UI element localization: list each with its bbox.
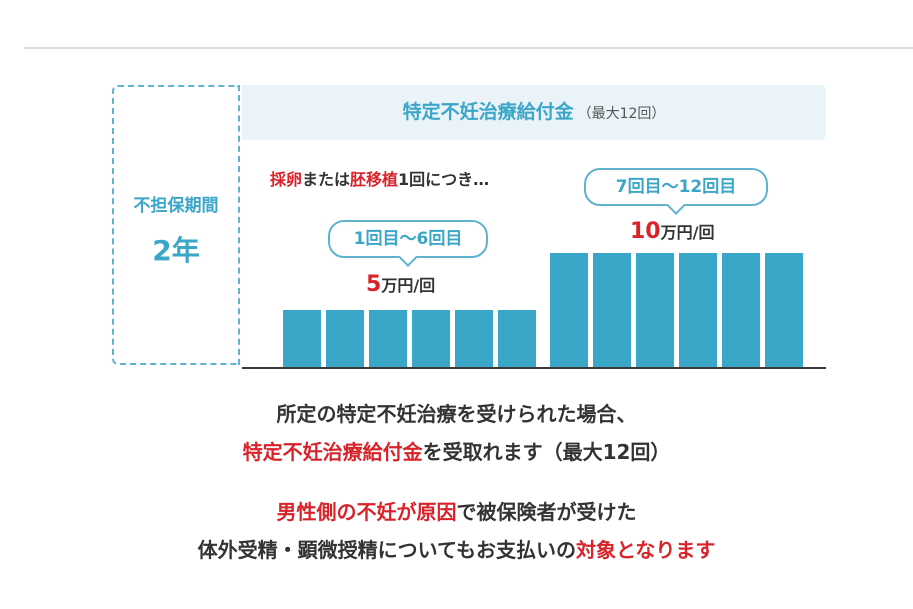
bar-payment-9	[636, 253, 674, 367]
bar-payment-12	[765, 253, 803, 367]
tier1-amount-unit: 万円/回	[381, 276, 436, 295]
tier2-amount: 10万円/回	[630, 219, 714, 244]
bar-payment-10	[679, 253, 717, 367]
tier2-amount-value: 10	[630, 219, 661, 244]
bar-payment-2	[326, 310, 364, 367]
note-egg-retrieval: 採卵	[270, 170, 303, 189]
benefit-title: 特定不妊治療給付金	[402, 101, 574, 123]
bar-payment-11	[722, 253, 760, 367]
non-coverage-period-label: 不担保期間	[133, 196, 219, 216]
caption-line-4: 体外受精・顕微授精についてもお支払いの対象となります	[0, 534, 913, 563]
tier1-amount-value: 5	[366, 272, 382, 297]
caption-male-cause: 男性側の不妊が原因	[276, 500, 457, 524]
tier2-bubble: 7回目〜12回目	[584, 168, 768, 206]
chart-baseline	[242, 367, 826, 369]
caption-line-2: 特定不妊治療給付金を受取れます（最大12回）	[0, 436, 913, 465]
bar-payment-1	[283, 310, 321, 367]
caption-insured-text: で被保険者が受けた	[456, 500, 637, 524]
note-embryo-transfer: 胚移植	[350, 170, 399, 189]
non-coverage-period-box: 不担保期間 2年	[112, 85, 240, 365]
caption-ivf-text: 体外受精・顕微授精についてもお支払いの	[197, 538, 576, 562]
caption-line-3: 男性側の不妊が原因で被保険者が受けた	[0, 496, 913, 525]
top-divider	[24, 47, 913, 49]
tier1-amount: 5万円/回	[366, 272, 435, 297]
tier1-bubble: 1回目〜6回目	[328, 220, 488, 258]
bar-payment-3	[369, 310, 407, 367]
caption-benefit-name: 特定不妊治療給付金	[242, 440, 423, 464]
tier2-amount-unit: 万円/回	[660, 223, 715, 242]
per-treatment-note: 採卵または胚移植1回につき…	[270, 166, 489, 190]
note-or: または	[302, 170, 351, 189]
benefit-header: 特定不妊治療給付金 （最大12回）	[242, 85, 826, 140]
benefit-max-count: （最大12回）	[577, 106, 666, 122]
bar-payment-5	[455, 310, 493, 367]
caption-receive-text: を受取れます（最大12回）	[422, 440, 671, 464]
bar-payment-7	[550, 253, 588, 367]
caption-line-1: 所定の特定不妊治療を受けられた場合、	[276, 402, 637, 426]
bar-payment-8	[593, 253, 631, 367]
bar-payment-6	[498, 310, 536, 367]
caption-eligible: 対象となります	[576, 538, 716, 562]
bar-payment-4	[412, 310, 450, 367]
non-coverage-period-value: 2年	[152, 234, 200, 267]
note-per-once: 1回につき…	[398, 170, 490, 189]
